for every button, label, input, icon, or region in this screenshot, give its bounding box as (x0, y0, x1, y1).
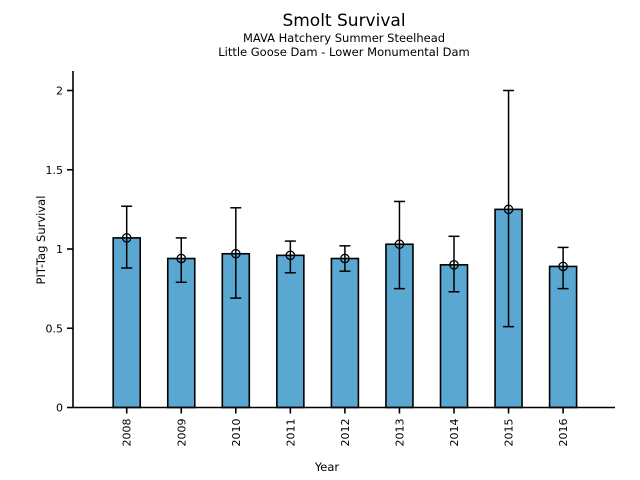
marker-2015 (503, 204, 514, 215)
bar-2012 (330, 257, 360, 409)
x-axis-label: Year (314, 460, 340, 474)
marker-2013 (394, 239, 405, 250)
chart-subtitle-line2: Little Goose Dam - Lower Monumental Dam (218, 45, 470, 59)
y-tick-label-0.5: 0.5 (46, 322, 64, 335)
x-tick-label-2012: 2012 (339, 419, 352, 447)
marker-2012 (340, 253, 350, 264)
marker-2011 (285, 250, 296, 261)
y-tick-label-2: 2 (56, 85, 63, 98)
bar-2011 (276, 254, 305, 409)
y-axis-label: PIT-Tag Survival (34, 196, 48, 285)
chart-title: Smolt Survival (282, 11, 406, 31)
marker-2016 (558, 261, 568, 272)
y-tick-label-1.5: 1.5 (46, 164, 64, 177)
x-tick-label-2010: 2010 (230, 419, 243, 447)
bar-2016 (548, 265, 578, 409)
marker-2008 (121, 233, 132, 243)
x-tick-label-2014: 2014 (448, 419, 461, 447)
marker-2010 (230, 248, 241, 259)
x-tick-label-2011: 2011 (284, 419, 297, 447)
marker-2009 (176, 253, 187, 264)
y-tick-label-1: 1 (56, 243, 63, 256)
x-tick-label-2016: 2016 (557, 419, 570, 447)
chart-subtitle-line1: MAVA Hatchery Summer Steelhead (242, 31, 446, 45)
bars-layer (112, 89, 578, 409)
x-tick-label-2009: 2009 (175, 419, 188, 447)
x-tick-label-2015: 2015 (503, 419, 516, 447)
marker-2014 (449, 259, 459, 270)
x-tick-label-2013: 2013 (393, 419, 406, 447)
y-tick-label-0: 0 (56, 402, 63, 415)
axes-layer: 2008 2009 2010 2011 2012 2013 2014 2015 2016 0 0.5… (46, 71, 615, 447)
x-tick-label-2008: 2008 (121, 419, 134, 447)
